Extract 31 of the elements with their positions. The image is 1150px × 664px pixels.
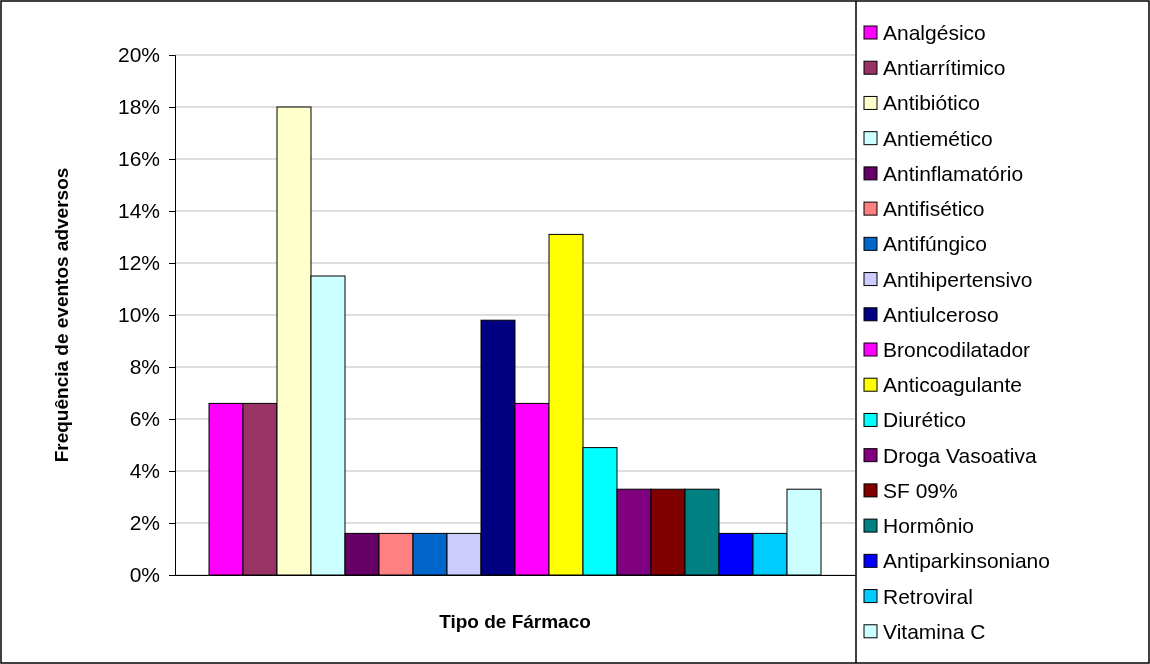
legend-label: Antinflamatório <box>883 161 1024 185</box>
legend-label: Retroviral <box>883 584 973 608</box>
legend-label: Droga Vasoativa <box>883 443 1038 467</box>
y-tick-label: 16% <box>117 147 160 171</box>
legend-label: Antiulceroso <box>883 302 999 326</box>
y-tick-label: 18% <box>117 95 160 119</box>
y-tick-label: 0% <box>129 563 160 587</box>
legend-label: Antiarrítimico <box>883 56 1006 80</box>
legend-label: Antiparkinsoniano <box>883 549 1050 573</box>
legend-label: Anticoagulante <box>883 373 1022 397</box>
legend-label: Antihipertensivo <box>883 267 1033 291</box>
legend-label: Antifúngico <box>883 232 987 256</box>
legend-label: Hormônio <box>883 514 975 538</box>
y-axis-title: Frequência de eventos adversos <box>51 167 72 463</box>
legend-label: Analgésico <box>883 21 986 44</box>
y-tick-label: 10% <box>117 303 160 327</box>
x-axis-title: Tipo de Fármaco <box>439 611 591 632</box>
legend-label: Antiemético <box>883 126 993 150</box>
legend-label: Vitamina C <box>883 619 986 643</box>
y-tick-label: 20% <box>117 43 160 67</box>
y-tick-label: 14% <box>117 199 160 223</box>
y-tick-label: 8% <box>129 355 160 379</box>
y-tick-label: 6% <box>129 407 160 431</box>
legend-label: SF 09% <box>883 478 958 502</box>
legend-label: Antifisético <box>883 197 985 221</box>
y-tick-label: 4% <box>129 459 160 483</box>
legend-label: Diurético <box>883 408 966 432</box>
y-tick-label: 2% <box>129 511 160 535</box>
legend-label: Antibiótico <box>883 91 980 115</box>
y-tick-label: 12% <box>117 251 160 275</box>
legend-label: Broncodilatador <box>883 338 1031 361</box>
